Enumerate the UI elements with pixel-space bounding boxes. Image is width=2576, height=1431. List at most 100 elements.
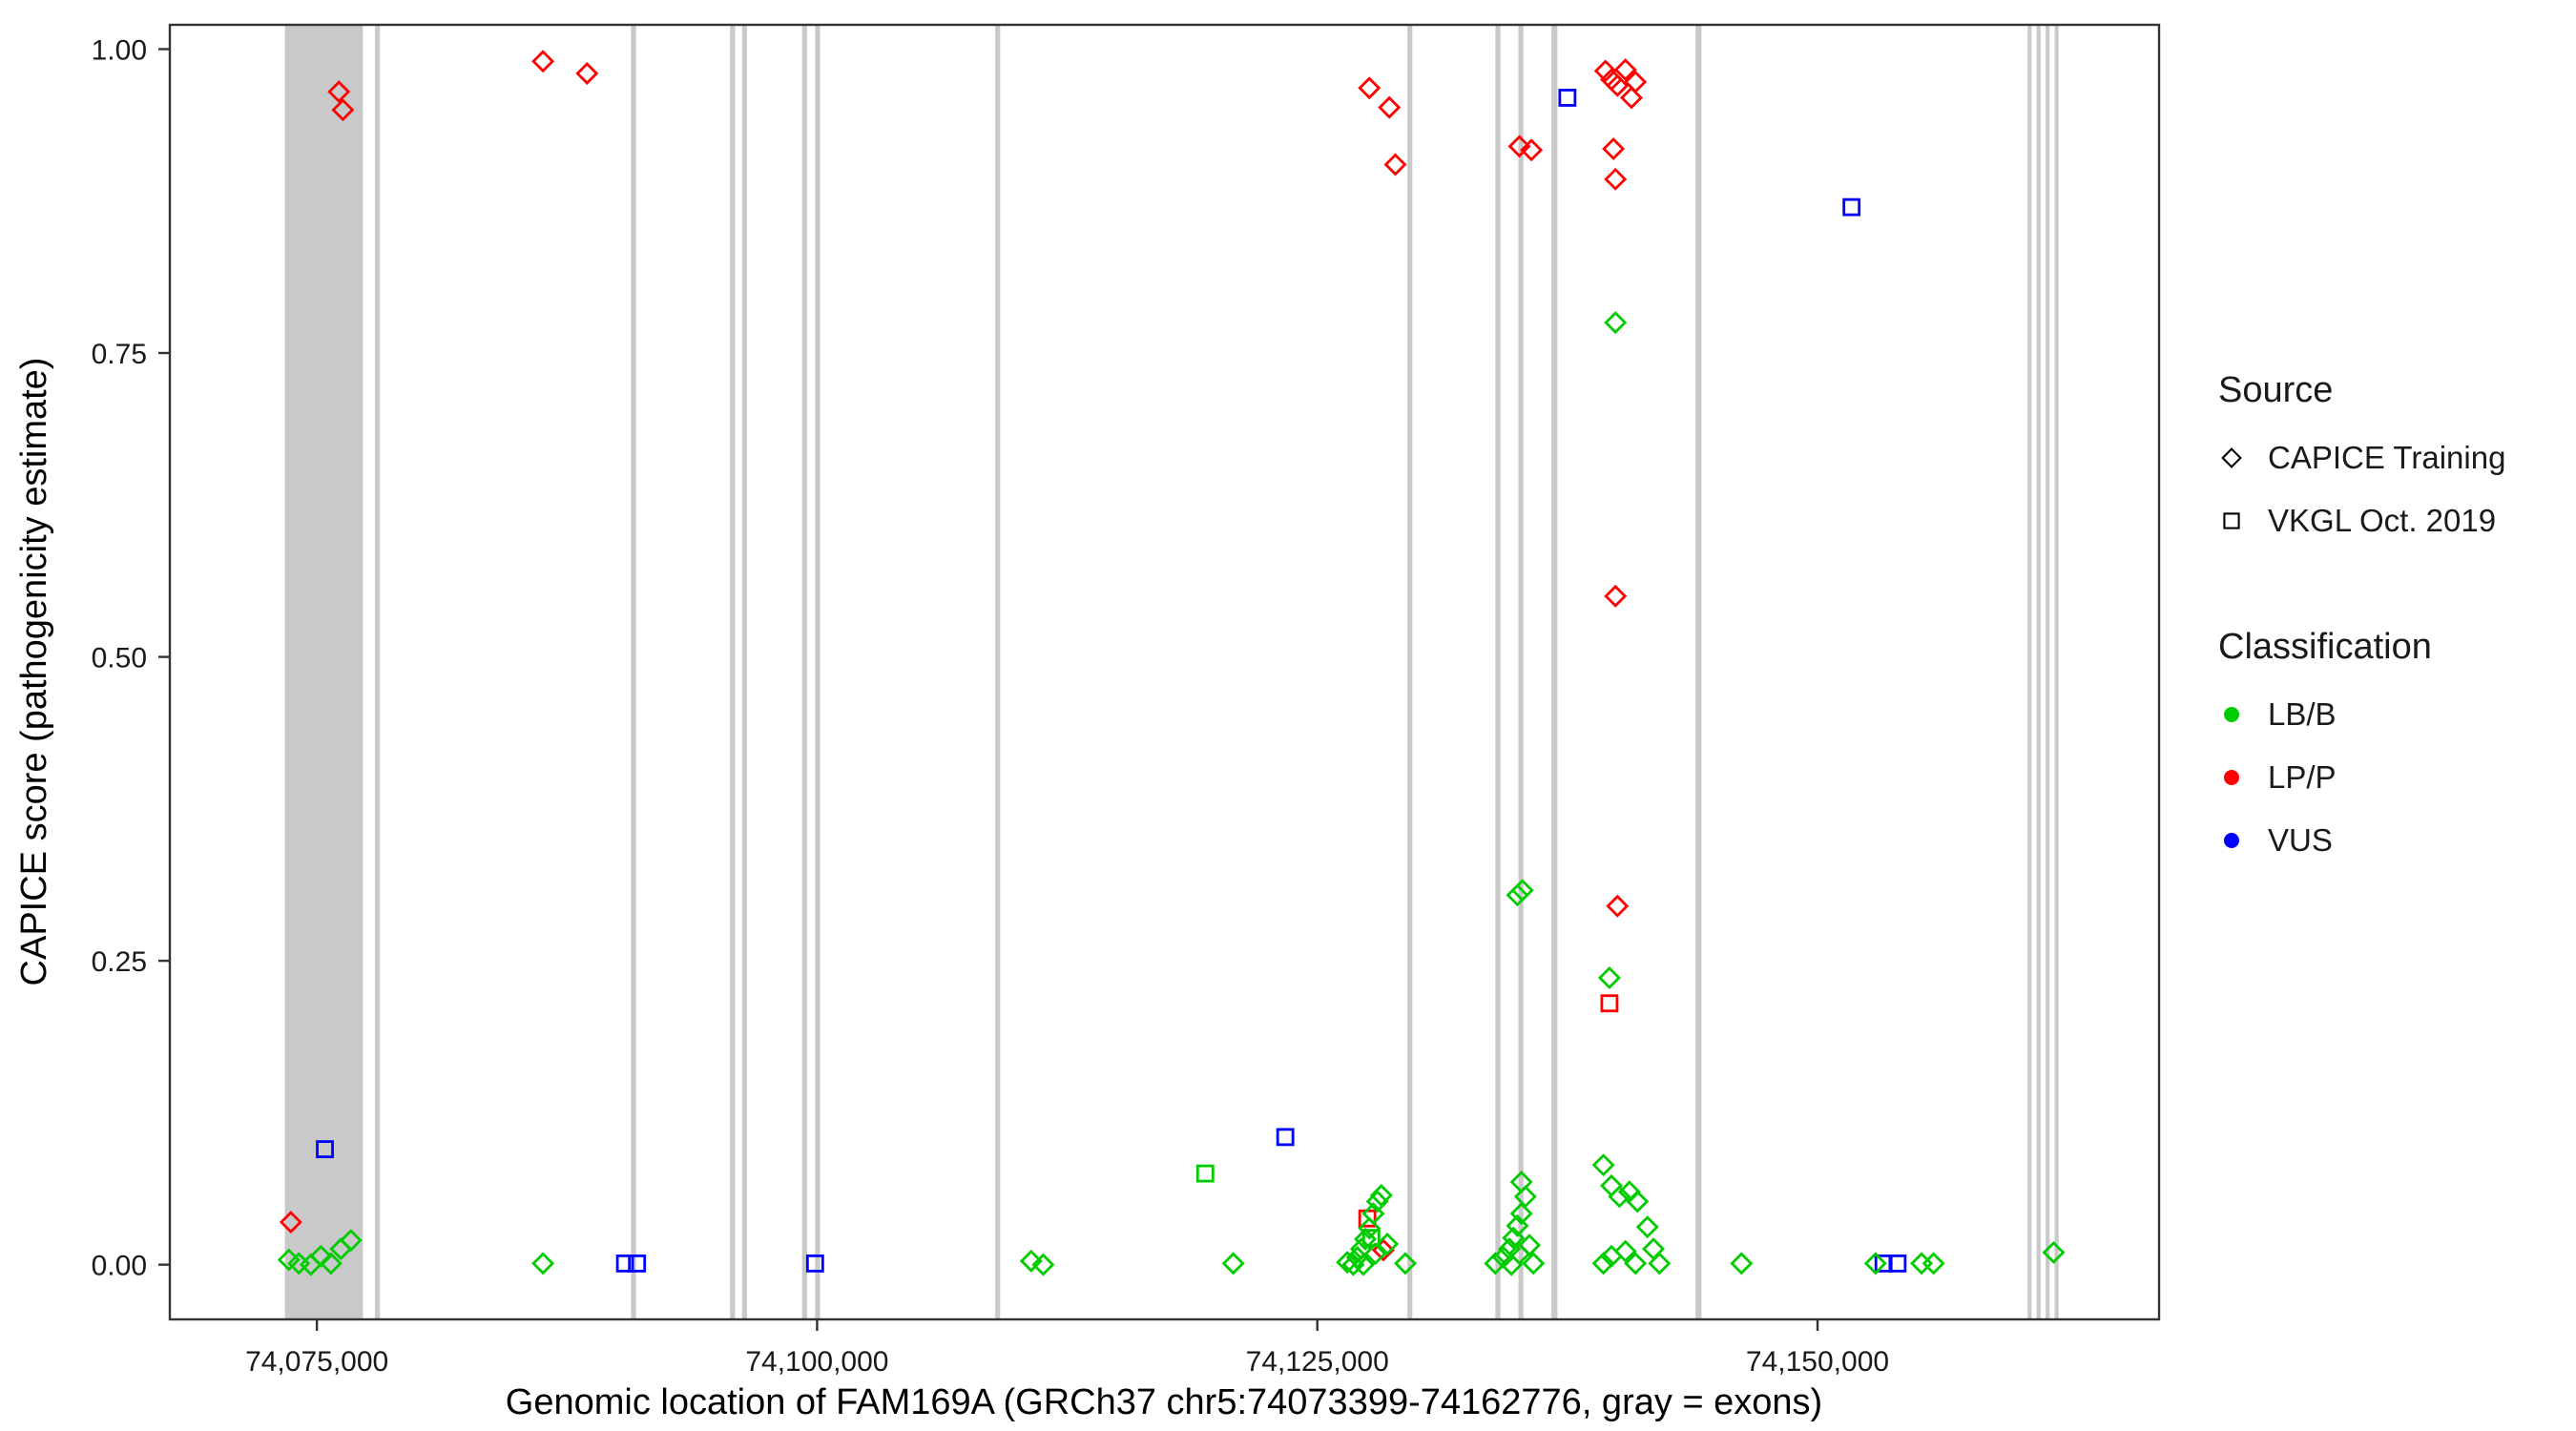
data-point-diamond [1369,1184,1393,1208]
y-axis-title: CAPICE score (pathogenicity estimate) [14,358,54,986]
data-point-diamond [309,1244,333,1268]
y-tick-label: 0.00 [92,1251,147,1282]
data-point-diamond [1484,1252,1507,1275]
data-point-diamond [1513,1185,1537,1209]
data-point-square [316,1140,334,1159]
data-point-square [1558,89,1577,107]
data-point-square [1195,1164,1215,1183]
data-point-diamond [1604,311,1628,335]
data-point-diamond [1604,584,1628,608]
x-tick-label: 74,100,000 [745,1346,888,1378]
data-point-diamond [1626,1190,1650,1213]
data-point-diamond [1341,1253,1365,1276]
x-tick-label: 74,125,000 [1246,1346,1389,1378]
exon-band [801,25,807,1319]
legend-item-capice-training: CAPICE Training [2218,440,2505,476]
x-tick-label: 74,150,000 [1746,1346,1889,1378]
data-point-diamond [1606,73,1630,97]
data-point-square [628,1254,647,1273]
data-point-diamond [1351,1253,1375,1276]
data-point-diamond [1602,136,1626,160]
data-point-diamond [1522,1252,1546,1275]
exon-band [741,25,748,1319]
legend-item-vus: VUS [2218,822,2505,859]
legend-item-label: LP/P [2268,759,2337,795]
diamond-marker-icon [2221,447,2242,468]
data-point-diamond [1730,1252,1754,1275]
data-point-square [1276,1128,1295,1147]
data-point-diamond [1510,879,1534,902]
data-point-diamond [1363,1242,1387,1266]
data-point-diamond [1648,1252,1672,1275]
data-point-diamond [1600,1173,1623,1197]
data-point-square [1361,1229,1381,1248]
vus-color-dot [2224,833,2239,848]
data-point-diamond [1613,1239,1637,1263]
data-point-diamond [1635,1215,1659,1239]
exon-band [815,25,821,1319]
data-point-square [1888,1254,1907,1273]
data-point-diamond [279,1211,302,1234]
lbb-color-dot [2224,707,2239,722]
exon-band [1518,25,1524,1319]
exon-band [374,25,381,1319]
lpp-color-dot [2224,770,2239,785]
data-point-diamond [1591,1153,1615,1177]
data-point-square [1842,197,1861,217]
plot-marks: 74,075,000 74,100,000 74,125,000 74,150,000… [92,23,2161,1378]
exon-band [284,25,364,1319]
data-point-diamond [319,1252,343,1275]
data-point-diamond [531,1252,555,1275]
exon-band [995,25,1001,1319]
data-point-diamond [1019,1249,1043,1273]
data-point-diamond [1593,59,1617,83]
y-tick-label: 0.75 [92,339,147,370]
data-point-diamond [1378,95,1402,119]
exon-band [1495,25,1501,1319]
legend: Source CAPICE Training VKGL Oct. 2019 Cl… [2218,370,2505,885]
data-point-square [615,1254,634,1273]
data-point-diamond [1604,167,1628,191]
panel-border [168,23,2161,1321]
data-point-diamond [1358,1216,1381,1240]
exon-band [730,25,736,1319]
data-point-diamond [1383,153,1407,176]
data-point-diamond [339,1229,363,1253]
legend-item-lbb: LB/B [2218,696,2505,733]
data-point-diamond [1031,1253,1055,1276]
data-point-diamond [331,98,355,122]
legend-classification-title: Classification [2218,627,2432,667]
data-point-diamond [1591,1252,1615,1275]
data-point-diamond [1221,1252,1245,1275]
data-point-square [805,1254,824,1273]
x-tick-label: 74,075,000 [245,1346,388,1378]
data-point-diamond [1620,86,1643,110]
data-point-diamond [1922,1252,1945,1275]
exon-band [631,25,636,1319]
data-point-diamond [1509,1202,1533,1226]
legend-item-label: VUS [2268,822,2333,858]
data-point-diamond [2042,1240,2066,1264]
data-point-diamond [1624,70,1648,93]
legend-item-vkgl: VKGL Oct. 2019 [2218,503,2505,539]
y-tick-label: 0.50 [92,643,147,674]
exon-band [1407,25,1413,1319]
y-tick-label: 0.25 [92,946,147,978]
data-point-diamond [575,61,599,85]
data-point-diamond [1624,1252,1648,1275]
data-point-diamond [1518,1234,1541,1257]
legend-item-label: LB/B [2268,696,2337,732]
legend-item-label: VKGL Oct. 2019 [2268,503,2497,538]
legend-source-title: Source [2218,370,2334,410]
data-point-diamond [1863,1252,1887,1275]
x-axis-title: Genomic location of FAM169A (GRCh37 chr5… [506,1382,1822,1422]
data-point-diamond [1606,894,1630,918]
data-point-diamond [1597,965,1621,989]
y-tick-label: 1.00 [92,34,147,66]
data-point-diamond [327,80,351,104]
data-point-diamond [1394,1252,1417,1275]
data-point-diamond [1520,138,1544,162]
data-point-diamond [531,50,555,73]
exon-band [2027,25,2032,1319]
